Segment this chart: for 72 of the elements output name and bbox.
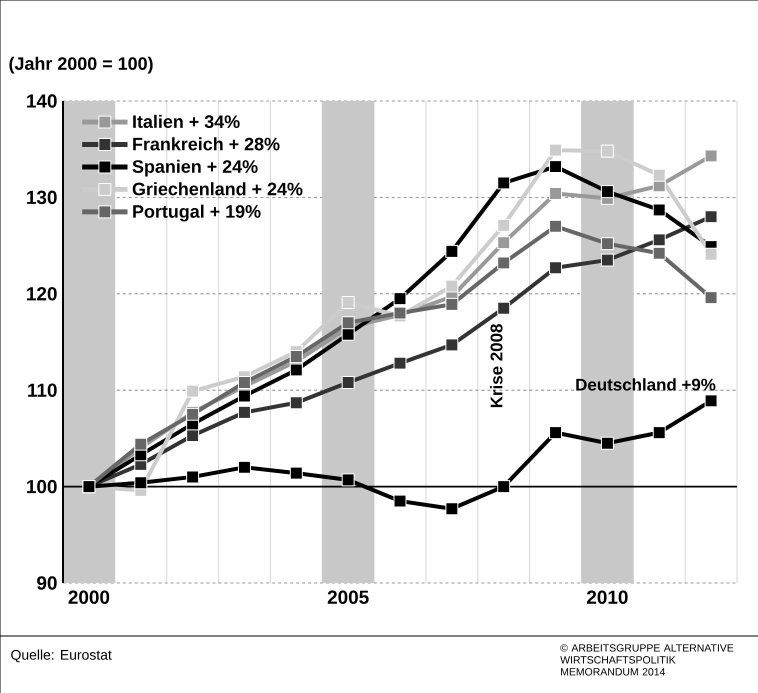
point xyxy=(600,185,614,198)
point xyxy=(290,396,303,410)
point xyxy=(600,237,614,250)
point xyxy=(238,460,251,474)
point xyxy=(342,376,355,389)
point xyxy=(652,168,666,182)
annotation: Krise 2008 xyxy=(490,324,503,408)
text: © ARBEITSGRUPPE ALTERNATIVE WIRTSCHAFTSPOLITIK MEMORANDUM 2014 xyxy=(560,644,734,676)
point xyxy=(497,480,510,494)
point xyxy=(186,384,200,398)
point xyxy=(652,233,666,246)
point xyxy=(549,426,562,440)
point xyxy=(497,218,510,232)
point xyxy=(549,261,562,274)
point xyxy=(290,363,303,376)
point xyxy=(497,302,510,315)
legend-label: Portugal + 19% xyxy=(133,204,261,222)
y-tick-label: 140 xyxy=(27,94,57,108)
point xyxy=(652,246,666,260)
legend-label: Spanien + 24% xyxy=(132,160,258,176)
point xyxy=(549,220,562,233)
point xyxy=(704,394,718,408)
point xyxy=(342,316,355,330)
legend-label: Frankreich + 28% xyxy=(133,137,280,150)
y-tick-label: 120 xyxy=(27,287,57,300)
point xyxy=(342,328,355,341)
point xyxy=(497,256,510,270)
y-tick-label: 100 xyxy=(27,480,57,494)
point xyxy=(497,176,510,190)
point xyxy=(549,144,562,157)
point xyxy=(652,203,666,216)
y-tick-label: 90 xyxy=(37,576,57,590)
y-axis-title: (Jahr 2000 = 100) xyxy=(9,56,153,74)
point xyxy=(134,438,148,451)
x-tick-label: 2000 xyxy=(68,590,110,604)
point xyxy=(342,473,355,486)
point xyxy=(445,338,458,352)
point xyxy=(704,291,718,304)
point xyxy=(600,436,614,450)
point xyxy=(134,476,148,490)
x-tick-label: 2005 xyxy=(328,590,369,604)
point xyxy=(445,502,458,516)
point xyxy=(186,470,200,484)
point xyxy=(394,292,406,306)
point xyxy=(704,149,718,162)
x-tick-label: 2010 xyxy=(586,590,628,604)
point xyxy=(238,406,251,419)
point xyxy=(600,144,614,158)
y-tick-label: 110 xyxy=(28,383,57,397)
point xyxy=(549,187,562,200)
annotation: Deutschland +9% xyxy=(576,378,716,391)
point xyxy=(238,390,251,402)
y-tick-label: 130 xyxy=(27,190,57,204)
point xyxy=(445,298,458,311)
point xyxy=(497,236,510,250)
point xyxy=(445,280,458,293)
legend-label: Griechenland + 24% xyxy=(132,182,302,196)
point xyxy=(394,494,406,508)
point xyxy=(342,296,355,309)
point xyxy=(652,426,666,440)
point xyxy=(600,254,614,267)
point xyxy=(394,356,406,370)
point xyxy=(290,466,303,480)
point xyxy=(704,248,718,261)
legend-label: Italien + 34% xyxy=(133,114,240,128)
point xyxy=(238,376,251,389)
point xyxy=(186,429,200,442)
source-note: Quelle: Eurostat xyxy=(11,650,112,662)
point xyxy=(704,210,718,224)
point xyxy=(445,244,458,258)
point xyxy=(549,160,562,174)
point xyxy=(290,350,303,363)
